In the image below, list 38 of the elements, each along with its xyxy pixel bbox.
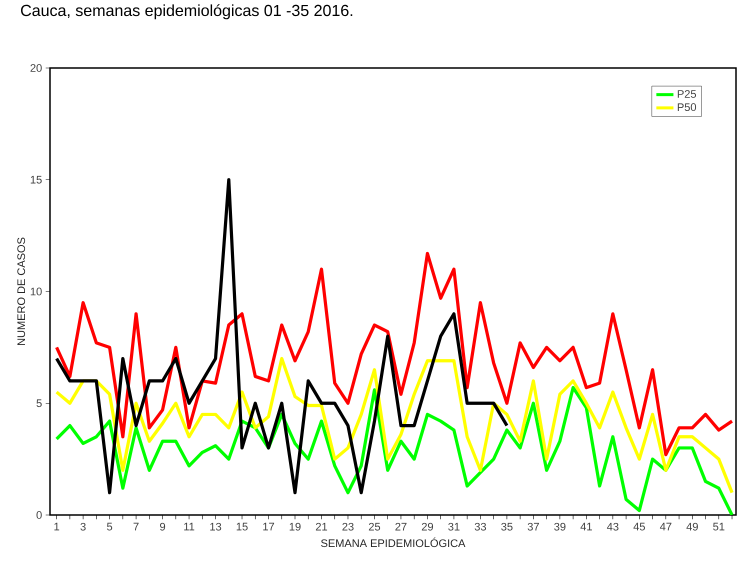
legend-label: P25: [678, 90, 696, 98]
x-tick-label: 13: [210, 522, 222, 531]
x-tick-label: 21: [316, 522, 328, 530]
x-tick-label: 33: [474, 522, 486, 531]
x-tick-label: 1: [54, 522, 60, 530]
y-axis-title: NUMERO DE CASOS: [17, 238, 26, 345]
y-tick-label: 20: [30, 64, 42, 72]
x-tick-label: 29: [422, 522, 434, 531]
x-tick-label: 45: [633, 522, 645, 530]
x-tick-label: 7: [134, 522, 139, 530]
x-tick-label: 25: [368, 522, 380, 531]
x-axis-title: SEMANA EPIDEMIOLÓGICA: [321, 537, 466, 548]
x-tick-label: 19: [290, 522, 301, 531]
x-tick-label: 47: [660, 522, 672, 530]
y-tick-label: 10: [30, 288, 42, 296]
x-tick-label: 51: [713, 522, 724, 530]
x-tick-label: 43: [606, 522, 618, 531]
x-tick-label: 49: [686, 522, 698, 531]
legend-label: P50: [678, 103, 696, 112]
line-series: [55, 386, 734, 515]
x-tick-label: 15: [236, 522, 248, 530]
x-tick-label: 35: [501, 522, 513, 531]
x-tick-label: 9: [160, 522, 166, 531]
chart-title: Cauca, semanas epidemiológicas 01 -35 2016.: [21, 4, 352, 20]
y-tick-label: 5: [36, 399, 42, 408]
y-tick-label: 15: [30, 176, 42, 184]
x-tick-label: 39: [554, 522, 566, 531]
x-tick-label: 27: [395, 522, 407, 530]
x-tick-label: 5: [106, 522, 112, 530]
x-tick-label: 37: [528, 522, 539, 531]
x-tick-label: 41: [580, 522, 592, 530]
x-tick-label: 11: [184, 522, 194, 530]
y-tick-label: 0: [36, 511, 42, 519]
x-tick-label: 17: [263, 522, 274, 530]
x-tick-label: 3: [80, 522, 86, 531]
x-tick-label: 31: [448, 522, 460, 531]
x-tick-label: 23: [342, 522, 354, 531]
line-series: [55, 252, 734, 456]
